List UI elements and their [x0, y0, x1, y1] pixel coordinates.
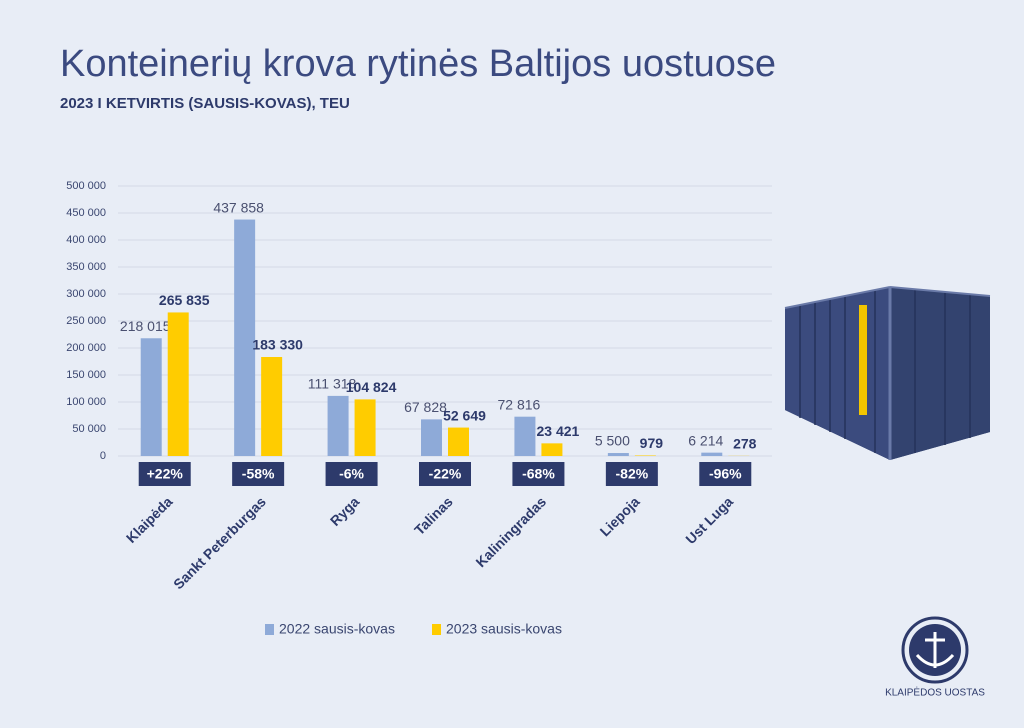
value-label: 979	[640, 435, 664, 451]
value-label: 111 318	[308, 376, 357, 392]
change-label: -96%	[709, 466, 742, 482]
value-label: 218 015	[120, 318, 171, 334]
value-label: 52 649	[443, 407, 486, 423]
y-tick-label: 150 000	[66, 369, 106, 381]
change-label: -68%	[522, 466, 555, 482]
x-tick-label: Talinas	[411, 493, 456, 538]
bar	[327, 395, 349, 456]
bar	[421, 419, 442, 456]
legend-swatch	[265, 624, 274, 635]
bar	[354, 399, 376, 456]
bar	[607, 453, 629, 456]
legend-label: 2023 sausis-kovas	[446, 621, 562, 637]
value-label: 104 824	[346, 379, 397, 395]
change-box	[605, 462, 658, 486]
y-tick-label: 0	[100, 450, 106, 462]
bar	[234, 219, 256, 456]
change-box	[325, 462, 378, 486]
plot: 0 50 000 100 000 150 000 200 000 250 000 300 0…	[66, 180, 772, 637]
change-box	[138, 462, 191, 486]
bar	[261, 357, 283, 456]
change-box	[699, 462, 752, 486]
value-label: 72 816	[498, 396, 541, 412]
container-illustration	[784, 286, 991, 460]
y-tick-label: 200 000	[66, 342, 106, 354]
y-tick-label: 300 000	[66, 288, 106, 300]
value-label: 67 828	[404, 399, 447, 415]
y-tick-label: 450 000	[66, 207, 106, 219]
value-label: 437 858	[213, 199, 264, 215]
legend-swatch	[432, 624, 441, 635]
value-label: 265 835	[159, 292, 210, 308]
x-tick-label: Ryga	[327, 493, 363, 529]
value-label: 23 421	[537, 423, 580, 439]
change-label: -22%	[429, 466, 462, 482]
bar	[634, 455, 656, 456]
bar	[167, 312, 189, 456]
bar	[541, 443, 563, 456]
change-label: -58%	[242, 466, 275, 482]
change-box	[419, 462, 471, 486]
bar	[514, 416, 536, 456]
change-label: -82%	[616, 466, 649, 482]
chart-subtitle: 2023 I KETVIRTIS (SAUSIS-KOVAS), TEU	[60, 95, 350, 112]
logo: KLAIPĖDOS UOSTAS	[885, 616, 985, 699]
legend-label: 2022 sausis-kovas	[279, 621, 395, 637]
logo-text: KLAIPĖDOS UOSTAS	[885, 686, 985, 699]
change-box	[512, 462, 565, 486]
y-tick-label: 50 000	[72, 423, 106, 435]
y-tick-label: 100 000	[66, 396, 106, 408]
x-tick-label: Liepoja	[597, 493, 643, 539]
change-label: +22%	[147, 466, 184, 482]
x-tick-label: Sankt Peterburgas	[170, 493, 269, 592]
bar	[448, 427, 469, 456]
y-tick-label: 500 000	[66, 180, 106, 192]
change-label: -6%	[339, 466, 364, 482]
value-label: 5 500	[595, 433, 630, 449]
value-label: 183 330	[252, 337, 303, 353]
y-tick-label: 250 000	[66, 315, 106, 327]
bar	[140, 338, 162, 456]
bar	[701, 452, 723, 456]
value-label: 6 214	[688, 432, 723, 448]
change-box	[232, 462, 285, 486]
x-tick-label: Kaliningradas	[472, 493, 549, 570]
chart-title: Konteinerių krova rytinės Baltijos uostu…	[60, 43, 776, 85]
x-tick-label: Ust Luga	[682, 493, 736, 547]
y-tick-label: 400 000	[66, 234, 106, 246]
y-tick-label: 350 000	[66, 261, 106, 273]
x-tick-label: Klaipėda	[123, 493, 176, 546]
value-label: 278	[733, 436, 757, 452]
